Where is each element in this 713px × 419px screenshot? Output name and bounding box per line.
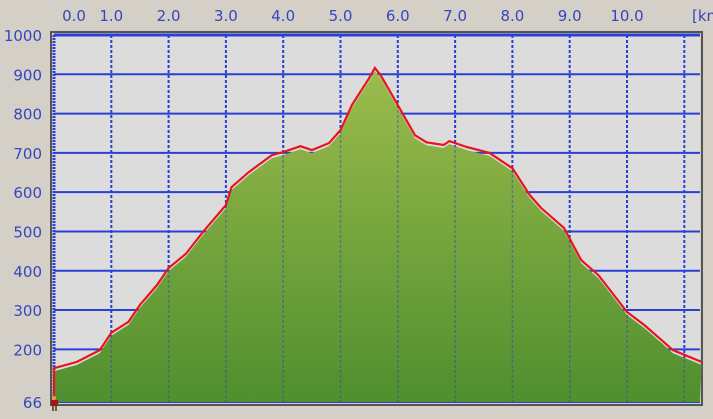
x-tick-label: 4.0 [271, 7, 295, 25]
y-tick-label: 800 [13, 106, 42, 124]
x-tick-label: 6.0 [386, 7, 410, 25]
y-tick-label: 600 [13, 184, 42, 202]
y-tick-label: 400 [13, 263, 42, 281]
x-tick-label: 1.0 [99, 7, 123, 25]
plot-frame [50, 31, 703, 406]
elevation-line [52, 66, 702, 402]
y-tick-label: 700 [13, 145, 42, 163]
x-tick-label: 8.0 [500, 7, 524, 25]
y-tick-label: 1000 [4, 27, 42, 45]
hiker-icon [51, 396, 58, 411]
x-tick-label: 10.0 [610, 7, 643, 25]
elevation-area [54, 71, 702, 402]
y-tick-label: 900 [13, 66, 42, 84]
x-tick-label: 3.0 [214, 7, 238, 25]
x-tick-label: 2.0 [157, 7, 181, 25]
x-axis-label: [km] [692, 7, 713, 25]
y-tick-label: 66 [23, 394, 42, 412]
x-tick-label: 7.0 [443, 7, 467, 25]
y-tick-label: 200 [13, 341, 42, 359]
x-tick-label: 0.0 [62, 7, 86, 25]
x-tick-label: 5.0 [329, 7, 353, 25]
y-tick-label: 300 [13, 302, 42, 320]
y-tick-label: 500 [13, 223, 42, 241]
x-tick-label: 9.0 [558, 7, 582, 25]
